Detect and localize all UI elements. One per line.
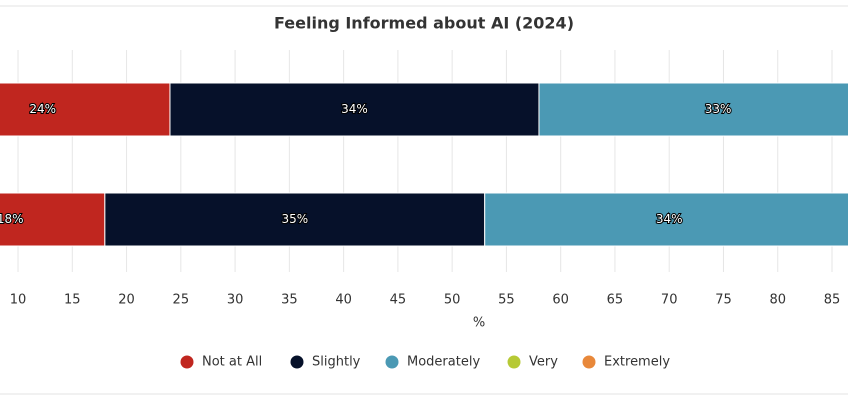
x-tick-label: 70 (661, 293, 678, 308)
legend-marker (582, 355, 596, 369)
x-tick-label: 20 (118, 293, 135, 308)
legend-marker (180, 355, 194, 369)
legend-label: Moderately (407, 355, 480, 370)
x-tick-label: 85 (824, 293, 841, 308)
bar-segment (0, 82, 171, 137)
bar-segment (484, 192, 848, 247)
x-tick-label: 30 (227, 293, 244, 308)
x-tick-label: 60 (552, 293, 569, 308)
legend-marker (385, 355, 399, 369)
x-tick-label: 80 (769, 293, 786, 308)
x-tick-label: 65 (607, 293, 624, 308)
x-tick-label: 25 (173, 293, 190, 308)
x-tick-label: 50 (444, 293, 461, 308)
x-tick-label: 75 (715, 293, 732, 308)
bar-segment (169, 82, 540, 137)
x-axis-label: % (473, 316, 485, 331)
x-tick-label: 55 (498, 293, 515, 308)
legend-label: Slightly (312, 355, 361, 370)
chart-title: Feeling Informed about AI (2024) (274, 14, 574, 33)
bar-segment (104, 192, 486, 247)
data-label: 33% (705, 102, 732, 116)
legend-label: Not at All (202, 355, 262, 370)
x-tick-label: 15 (64, 293, 81, 308)
data-label: 18% (0, 212, 24, 226)
x-tick-label: 10 (10, 293, 27, 308)
data-label: 34% (341, 102, 368, 116)
data-label: 34% (656, 212, 683, 226)
x-tick-label: 45 (390, 293, 407, 308)
data-label: 24% (29, 102, 56, 116)
legend-label: Extremely (604, 355, 670, 370)
x-tick-label: 35 (281, 293, 298, 308)
bar-segment (0, 192, 106, 247)
data-label: 35% (281, 212, 308, 226)
legend-label: Very (529, 355, 558, 370)
legend-marker (290, 355, 304, 369)
x-tick-label: 40 (335, 293, 352, 308)
legend-marker (507, 355, 521, 369)
bar-segment (538, 82, 848, 137)
